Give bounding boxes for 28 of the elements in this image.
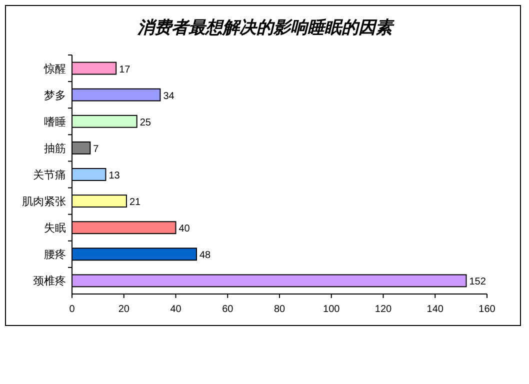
- x-tick-label: 20: [118, 304, 130, 315]
- y-tick-label: 腰疼: [44, 248, 66, 262]
- x-tick-label: 0: [69, 304, 76, 315]
- data-label: 34: [163, 90, 175, 102]
- chart-title: 消费者最想解决的影响睡眠的因素: [136, 18, 396, 37]
- x-tick-label: 80: [274, 304, 286, 315]
- x-tick-label: 100: [323, 304, 340, 315]
- y-tick-label: 颈椎疼: [33, 274, 66, 288]
- y-tick-label: 嗜睡: [44, 115, 66, 128]
- data-label: 152: [469, 276, 486, 288]
- y-tick-label: 关节痛: [33, 168, 66, 182]
- x-tick-label: 160: [478, 304, 496, 315]
- data-label: 13: [108, 170, 120, 182]
- y-tick-label: 梦多: [44, 90, 66, 102]
- y-tick-label: 失眠: [44, 222, 66, 235]
- data-label: 7: [93, 144, 100, 155]
- data-label: 48: [200, 250, 212, 262]
- x-tick-label: 40: [170, 304, 182, 315]
- y-tick-label: 抽筋: [44, 142, 66, 155]
- x-tick-label: 120: [374, 304, 392, 315]
- y-tick-label: 惊醒: [43, 62, 66, 76]
- x-tick-label: 60: [222, 304, 234, 315]
- data-label: 21: [129, 197, 142, 208]
- data-label: 17: [119, 64, 131, 76]
- data-label: 40: [178, 224, 190, 235]
- y-tick-label: 肌肉紧张: [22, 195, 66, 208]
- data-label: 25: [140, 117, 152, 128]
- x-tick-label: 140: [426, 304, 444, 315]
